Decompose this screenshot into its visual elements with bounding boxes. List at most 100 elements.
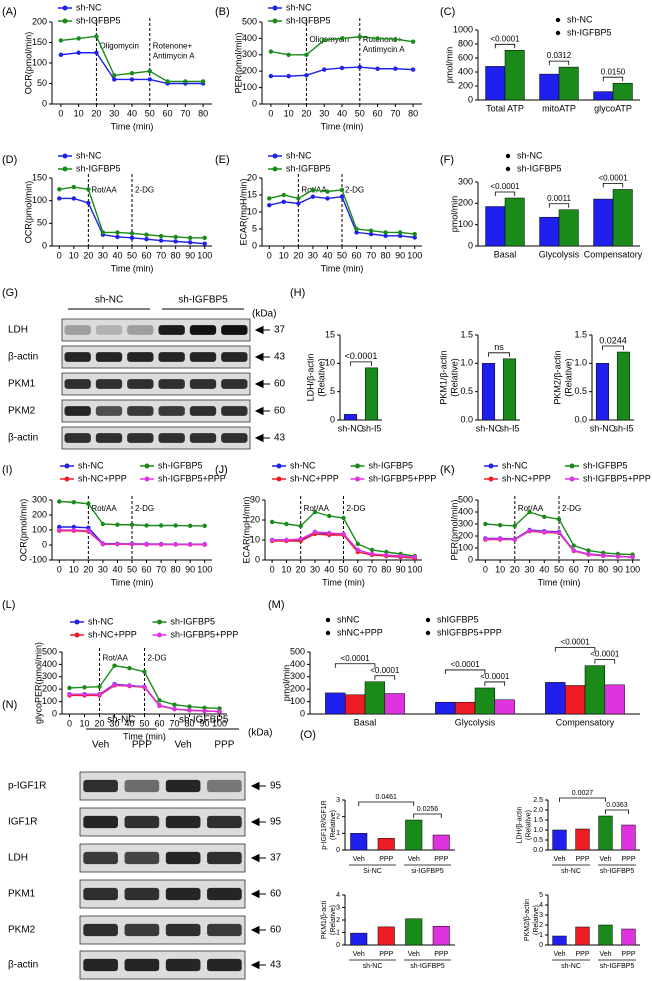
panel-label: (D) — [2, 154, 17, 166]
bar — [344, 694, 366, 715]
data-point — [158, 523, 164, 528]
band — [221, 406, 248, 416]
data-point — [600, 553, 606, 558]
data-point — [100, 230, 106, 235]
data-point — [369, 551, 375, 557]
x-tick-label: 60 — [373, 108, 383, 118]
data-point — [187, 708, 192, 713]
y-axis-label: LDH/β-actin — [516, 806, 523, 843]
data-point — [327, 513, 332, 519]
legend-label: sh-NC — [88, 616, 114, 626]
significance-label: 0.0244 — [599, 335, 627, 345]
y-tick-label: 50 — [37, 218, 47, 228]
bar — [481, 363, 496, 421]
legend-marker — [64, 476, 70, 482]
group-label: sh-IGFBP5 — [179, 715, 229, 726]
y-tick-label: 0 — [42, 240, 47, 250]
blot-label: LDH — [8, 325, 28, 336]
x-tick-label: 30 — [98, 564, 108, 574]
data-point — [571, 548, 576, 553]
legend-label: sh-NC — [286, 150, 312, 160]
band — [64, 352, 91, 362]
data-point — [57, 196, 62, 201]
x-tick-label: 40 — [112, 250, 122, 260]
arrow — [254, 379, 270, 389]
bar — [575, 828, 590, 851]
y-tick-label: 200 — [32, 16, 47, 26]
legend-label: sh-IGFBP5 — [583, 460, 628, 470]
data-point — [112, 77, 117, 82]
arrow — [254, 406, 270, 416]
data-point — [202, 523, 207, 528]
y-tick-label: 150 — [32, 37, 47, 47]
bar — [612, 189, 633, 247]
band — [64, 433, 91, 443]
data-point — [115, 541, 120, 547]
x-tick-label: PPP — [621, 856, 635, 863]
blot-label: PKM2 — [8, 406, 36, 417]
data-point — [322, 37, 327, 43]
x-tick-label: glycoATP — [594, 103, 632, 113]
y-tick-label: 100 — [32, 57, 47, 67]
x-tick-label: Veh — [353, 951, 365, 958]
data-point — [112, 682, 117, 688]
data-point — [369, 547, 375, 553]
y-tick-label: 2 — [336, 917, 340, 924]
significance-bracket — [358, 801, 415, 806]
x-tick-label: 10 — [74, 108, 84, 118]
data-point — [497, 536, 503, 542]
injection-label: Antimycin A — [153, 52, 195, 61]
data-point — [112, 663, 117, 668]
data-point — [527, 509, 532, 515]
data-point — [202, 708, 207, 714]
data-point — [57, 499, 62, 504]
data-point — [144, 232, 149, 237]
significance-bracket — [548, 60, 570, 66]
data-point — [129, 231, 135, 236]
x-tick-label: 20 — [91, 108, 101, 118]
bar — [364, 681, 386, 715]
x-tick-label: 40 — [324, 564, 334, 574]
kda-label: 43 — [270, 960, 282, 971]
data-point — [310, 194, 316, 199]
legend-label: sh-IGFBP5 — [158, 460, 203, 470]
y-tick-label: 15 — [247, 189, 257, 199]
lane-label: Veh — [175, 740, 192, 751]
group-label: sh-NC — [95, 295, 123, 306]
unit-label: (kDa) — [248, 728, 272, 739]
x-tick-label: 20 — [301, 108, 311, 118]
y-tick-label: 0 — [468, 554, 473, 564]
data-point — [202, 705, 207, 710]
x-tick-label: 20 — [83, 564, 93, 574]
band — [64, 325, 91, 335]
significance-bracket — [444, 669, 486, 674]
significance-label: ns — [494, 342, 504, 352]
data-point — [354, 226, 359, 232]
data-point — [383, 233, 388, 238]
x-tick-label: 60 — [352, 250, 362, 260]
injection-label: 2-DG — [148, 653, 167, 662]
x-tick-label: sh-I5 — [613, 423, 633, 433]
significance-label: <0.0001 — [598, 174, 628, 183]
y-axis-label: PKM1/β-actin — [439, 350, 449, 404]
data-point — [269, 537, 275, 543]
y-tick-label: 500 — [458, 494, 473, 504]
x-tick-label: 100 — [197, 250, 212, 260]
legend-marker — [62, 5, 68, 11]
legend-marker — [272, 5, 278, 11]
x-tick-label: 90 — [199, 718, 209, 728]
bar — [485, 66, 506, 101]
significance-label: <0.0001 — [345, 351, 378, 361]
panel-label: (A) — [2, 6, 17, 18]
band — [207, 887, 242, 901]
x-tick-label: 10 — [281, 564, 291, 574]
y-tick-label: -100 — [29, 554, 47, 564]
arrow — [250, 925, 266, 935]
data-point — [339, 194, 345, 199]
arrow — [250, 817, 266, 827]
injection-label: Rotenone+ — [153, 42, 193, 51]
data-point — [284, 521, 289, 527]
unit-label: (kDa) — [252, 309, 276, 320]
y-tick-label: 200 — [458, 80, 473, 90]
